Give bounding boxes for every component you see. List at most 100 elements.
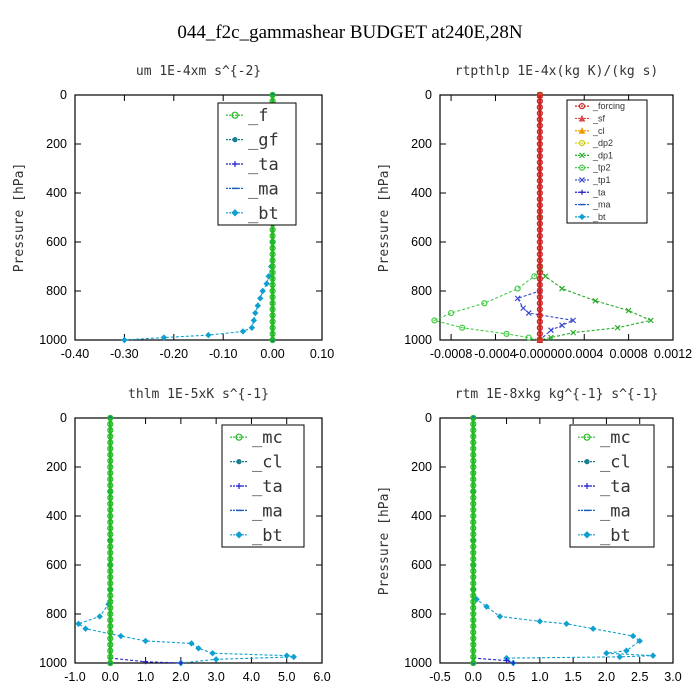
series-ta <box>470 415 516 666</box>
data-point <box>470 439 477 446</box>
data-point <box>117 632 125 640</box>
data-point <box>536 220 543 227</box>
data-point <box>470 427 477 434</box>
data-point <box>470 421 477 428</box>
data-point <box>536 122 543 129</box>
data-point <box>614 324 621 331</box>
data-point <box>470 604 477 611</box>
data-point <box>536 177 543 184</box>
data-point <box>269 336 276 344</box>
data-point <box>431 317 438 324</box>
data-point <box>470 537 477 544</box>
x-tick-label: 3.0 <box>207 670 224 684</box>
data-point <box>503 330 510 337</box>
data-point <box>269 324 276 331</box>
legend-label: _ma <box>248 179 279 199</box>
data-point <box>188 640 195 647</box>
data-point <box>536 110 543 117</box>
series-line <box>539 95 653 341</box>
legend-marker <box>236 483 242 489</box>
data-point <box>536 196 543 203</box>
data-point <box>290 653 297 661</box>
data-point <box>143 659 149 665</box>
x-tick-label: 6.0 <box>313 670 330 684</box>
data-point <box>269 300 276 307</box>
data-point <box>107 421 114 428</box>
data-point <box>212 656 220 663</box>
data-point <box>536 257 543 264</box>
legend-label: _cl <box>592 126 605 136</box>
series-tp2 <box>431 91 543 344</box>
legend-label: _ma <box>252 501 283 521</box>
series-forcing <box>536 91 543 344</box>
data-point <box>470 519 477 526</box>
data-point <box>107 647 114 654</box>
data-point <box>107 586 114 593</box>
x-tick-label: 0.0012 <box>654 347 692 361</box>
y-tick-label: 400 <box>46 186 67 200</box>
data-point <box>536 98 543 105</box>
data-point <box>470 494 477 501</box>
data-point <box>470 635 477 642</box>
data-point <box>536 330 543 337</box>
legend-label: _cl <box>252 453 283 473</box>
data-point <box>107 457 114 464</box>
legend-marker <box>231 111 239 119</box>
x-tick-label: 2.0 <box>172 670 189 684</box>
data-point <box>470 531 477 538</box>
panel-title: rtm 1E-8xkg kg^{-1} s^{-1} <box>455 387 659 402</box>
data-point <box>470 659 477 667</box>
data-point <box>263 280 270 287</box>
legend-marker <box>578 213 586 221</box>
legend-label: _dp2 <box>592 138 613 148</box>
data-point <box>470 457 477 464</box>
data-point <box>269 287 276 295</box>
data-point <box>107 610 114 618</box>
data-point <box>536 318 543 325</box>
data-point <box>470 500 477 507</box>
data-point <box>536 245 543 252</box>
data-point <box>107 555 114 562</box>
y-axis-label: Pressure [hPa] <box>377 163 392 273</box>
data-point <box>563 620 570 628</box>
data-point <box>142 637 149 645</box>
figure-title: 044_f2c_gammashear BUDGET at240E,28N <box>177 22 523 43</box>
data-point <box>483 603 490 610</box>
data-point <box>447 309 455 317</box>
data-point <box>589 625 597 632</box>
data-point <box>107 568 114 575</box>
legend-label: _mc <box>252 428 283 448</box>
data-point <box>470 414 477 422</box>
data-point <box>239 328 247 335</box>
data-point <box>107 525 114 532</box>
data-point <box>536 91 543 99</box>
data-point <box>269 294 276 301</box>
data-point <box>257 295 264 302</box>
data-point <box>269 245 276 252</box>
data-point <box>160 334 168 341</box>
legend-label: _sf <box>592 113 606 123</box>
data-point <box>82 625 89 632</box>
data-point <box>470 574 477 581</box>
x-tick-label: -0.0008 <box>430 347 472 361</box>
data-point <box>542 273 549 280</box>
data-point <box>570 329 577 336</box>
x-tick-label: -0.30 <box>110 347 139 361</box>
data-point <box>536 171 543 178</box>
data-point <box>536 202 543 209</box>
legend-label: _mc <box>600 428 631 448</box>
data-point <box>470 470 477 477</box>
series-line <box>432 95 541 341</box>
panel-4: rtm 1E-8xkg kg^{-1} s^{-1} Pressure [hPa]… <box>377 387 682 684</box>
plot-frame <box>74 94 323 341</box>
data-point <box>269 318 276 325</box>
data-point <box>470 433 477 440</box>
legend-marker <box>583 531 591 539</box>
legend-label: _bt <box>248 204 279 224</box>
data-point <box>107 482 114 489</box>
data-point <box>470 512 477 520</box>
legend-label: _bt <box>252 526 283 546</box>
y-tick-label: 0 <box>425 88 432 102</box>
legend-marker <box>578 127 586 134</box>
